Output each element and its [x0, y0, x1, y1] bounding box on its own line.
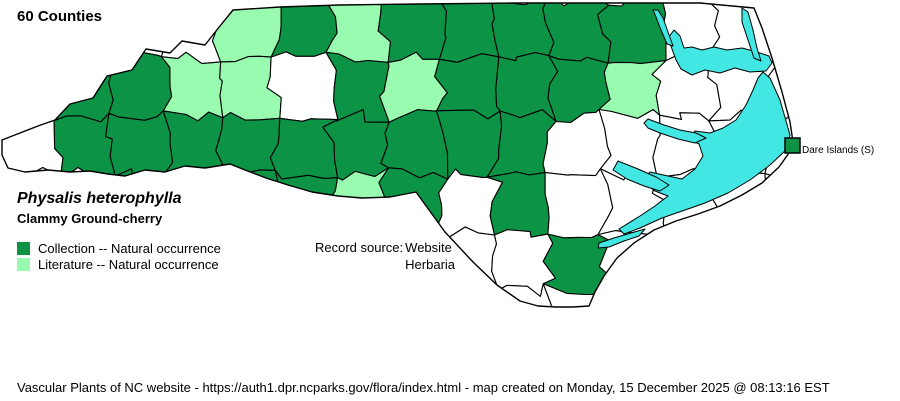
map-legend: Collection -- Natural occurrence Literat… [17, 240, 221, 272]
species-scientific-name: Physalis heterophylla [17, 190, 182, 207]
record-source: Record source: Website Herbaria [315, 239, 455, 273]
legend-row-collection: Collection -- Natural occurrence [17, 240, 221, 256]
dare-islands-label: Dare Islands (S) [802, 145, 875, 156]
record-source-label: Record source: [315, 240, 404, 255]
collection-swatch [17, 241, 30, 255]
record-source-herbaria: Herbaria [405, 257, 456, 272]
literature-swatch [17, 257, 30, 271]
footer-credit: Vascular Plants of NC website - https://… [17, 380, 830, 395]
species-common-name: Clammy Ground-cherry [17, 211, 163, 226]
literature-label: Literature -- Natural occurrence [38, 256, 219, 272]
legend-row-literature: Literature -- Natural occurrence [17, 256, 221, 272]
county-count-title: 60 Counties [17, 8, 103, 25]
collection-label: Collection -- Natural occurrence [38, 240, 221, 256]
record-source-values: Website Herbaria [405, 239, 455, 273]
record-source-website: Website [405, 240, 452, 255]
dare-islands-marker [784, 137, 801, 154]
